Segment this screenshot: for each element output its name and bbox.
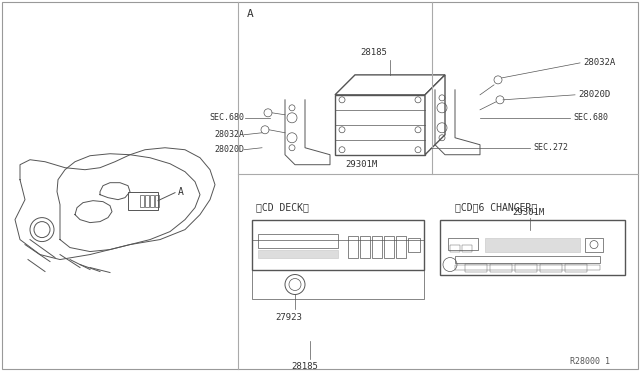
- Text: R28000 1: R28000 1: [570, 357, 610, 366]
- Text: 〈CD－6 CHANGER〉: 〈CD－6 CHANGER〉: [455, 203, 537, 213]
- Polygon shape: [425, 75, 445, 155]
- Text: SEC.680: SEC.680: [209, 113, 244, 122]
- Text: SEC.680: SEC.680: [573, 113, 608, 122]
- Bar: [145, 195, 149, 206]
- Bar: [515, 263, 537, 272]
- Bar: [455, 256, 600, 263]
- Text: 28020D: 28020D: [578, 90, 611, 99]
- Bar: [258, 250, 338, 257]
- Bar: [252, 219, 424, 270]
- Bar: [140, 195, 144, 206]
- Bar: [465, 263, 487, 272]
- Bar: [384, 235, 394, 257]
- Bar: [335, 95, 425, 155]
- Bar: [150, 195, 154, 206]
- Text: 28032A: 28032A: [214, 130, 244, 139]
- Text: 28032A: 28032A: [583, 58, 615, 67]
- Bar: [348, 235, 358, 257]
- Bar: [440, 219, 625, 275]
- Bar: [565, 263, 587, 272]
- Bar: [485, 238, 580, 251]
- Text: SEC.272: SEC.272: [533, 143, 568, 152]
- Polygon shape: [335, 75, 445, 95]
- Bar: [372, 235, 382, 257]
- Text: 28185: 28185: [360, 48, 387, 57]
- Bar: [585, 238, 603, 251]
- Bar: [155, 195, 159, 206]
- Bar: [258, 234, 338, 248]
- Bar: [128, 192, 158, 210]
- Text: 28185: 28185: [291, 362, 318, 371]
- Text: 29301M: 29301M: [345, 160, 377, 169]
- Bar: [252, 240, 424, 299]
- Text: 〈CD DECK〉: 〈CD DECK〉: [256, 203, 309, 213]
- Text: A: A: [178, 187, 184, 197]
- Text: 29301M: 29301M: [512, 208, 544, 217]
- Bar: [490, 263, 512, 272]
- Text: 28020D: 28020D: [214, 145, 244, 154]
- Text: A: A: [247, 9, 253, 19]
- Bar: [408, 238, 420, 251]
- Bar: [462, 244, 472, 251]
- Bar: [448, 238, 478, 250]
- Bar: [450, 244, 460, 251]
- Bar: [396, 235, 406, 257]
- Bar: [455, 264, 600, 270]
- Bar: [360, 235, 370, 257]
- Bar: [540, 263, 562, 272]
- Text: 27923: 27923: [275, 313, 302, 322]
